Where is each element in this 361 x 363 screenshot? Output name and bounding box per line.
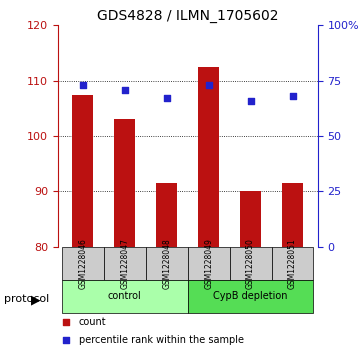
FancyBboxPatch shape xyxy=(62,280,188,313)
Text: GSM1228051: GSM1228051 xyxy=(288,238,297,289)
Bar xyxy=(114,119,135,247)
Text: percentile rank within the sample: percentile rank within the sample xyxy=(79,335,244,344)
Text: control: control xyxy=(108,291,142,302)
Point xyxy=(80,82,86,88)
Point xyxy=(122,87,128,93)
Text: GSM1228050: GSM1228050 xyxy=(246,238,255,289)
Text: GSM1228047: GSM1228047 xyxy=(120,238,129,289)
Point xyxy=(63,337,69,343)
FancyBboxPatch shape xyxy=(146,247,188,280)
Text: GSM1228048: GSM1228048 xyxy=(162,238,171,289)
Bar xyxy=(240,191,261,247)
Text: GSM1228049: GSM1228049 xyxy=(204,238,213,289)
Point xyxy=(164,95,170,101)
FancyBboxPatch shape xyxy=(62,247,104,280)
FancyBboxPatch shape xyxy=(230,247,271,280)
Point xyxy=(63,319,69,325)
Bar xyxy=(73,94,93,247)
FancyBboxPatch shape xyxy=(104,247,146,280)
Text: protocol: protocol xyxy=(4,294,49,305)
Bar xyxy=(282,183,303,247)
Point xyxy=(248,98,253,103)
FancyBboxPatch shape xyxy=(188,247,230,280)
Text: ▶: ▶ xyxy=(31,293,40,306)
Text: GSM1228046: GSM1228046 xyxy=(78,238,87,289)
Point xyxy=(290,93,295,99)
Bar xyxy=(198,67,219,247)
Text: count: count xyxy=(79,317,106,327)
FancyBboxPatch shape xyxy=(188,280,313,313)
Point xyxy=(206,82,212,88)
FancyBboxPatch shape xyxy=(271,247,313,280)
Title: GDS4828 / ILMN_1705602: GDS4828 / ILMN_1705602 xyxy=(97,9,278,23)
Bar xyxy=(156,183,177,247)
Text: CypB depletion: CypB depletion xyxy=(213,291,288,302)
